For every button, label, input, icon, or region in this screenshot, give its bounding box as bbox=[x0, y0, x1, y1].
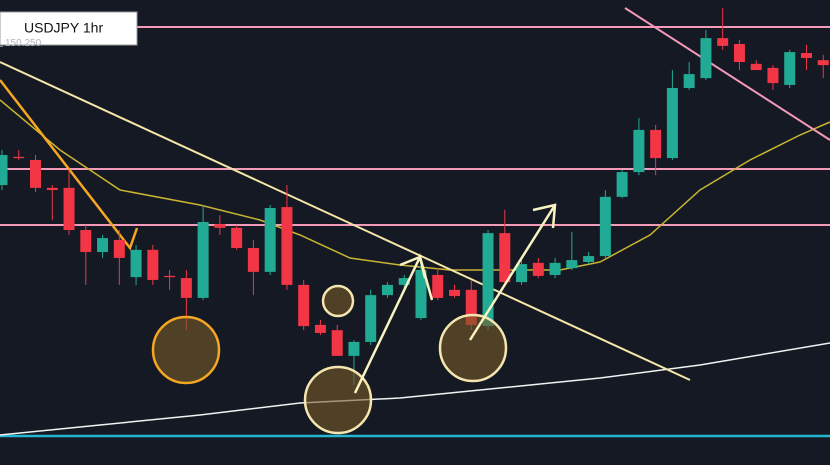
candle-body bbox=[415, 270, 427, 319]
candle-body bbox=[381, 284, 393, 296]
trend-line bbox=[0, 61, 691, 381]
annotation-circle bbox=[321, 284, 355, 318]
candle-body bbox=[532, 262, 544, 276]
candle-body bbox=[281, 207, 293, 285]
candle-body bbox=[80, 230, 92, 253]
candle-body bbox=[482, 233, 494, 327]
candle-body bbox=[633, 129, 645, 173]
candle-body bbox=[666, 88, 678, 159]
annotation-circle bbox=[151, 315, 221, 385]
annotation-circle bbox=[438, 313, 508, 383]
arrow-head bbox=[532, 203, 557, 229]
candle-body bbox=[717, 38, 729, 46]
candle-body bbox=[113, 239, 125, 258]
candle-body bbox=[314, 324, 326, 333]
candle-body bbox=[348, 341, 360, 356]
candle-body bbox=[147, 249, 159, 280]
trend-line bbox=[0, 79, 139, 251]
candle-body bbox=[180, 278, 192, 298]
annotation-circle bbox=[303, 365, 373, 435]
candle-body bbox=[13, 156, 25, 159]
arrow bbox=[468, 204, 557, 341]
candle-body bbox=[365, 295, 377, 342]
candle-body bbox=[599, 196, 611, 257]
candle-body bbox=[331, 330, 343, 356]
candle-body bbox=[0, 155, 8, 186]
candle-body bbox=[800, 53, 812, 58]
candle-body bbox=[97, 238, 109, 253]
candle-body bbox=[549, 262, 561, 275]
candle-body bbox=[63, 187, 75, 231]
candle-body bbox=[465, 289, 477, 325]
candle-body bbox=[616, 172, 628, 197]
candle-body bbox=[449, 289, 461, 297]
candle-body bbox=[750, 63, 762, 71]
candle-body bbox=[499, 233, 511, 283]
candle-body bbox=[683, 74, 695, 89]
candle-body bbox=[247, 248, 259, 272]
candle-body bbox=[46, 187, 58, 191]
candle-body bbox=[733, 44, 745, 62]
candles bbox=[0, 8, 829, 386]
candle-body bbox=[767, 67, 779, 84]
candle-body bbox=[214, 224, 226, 228]
candle-body bbox=[231, 227, 243, 248]
candle-body bbox=[432, 274, 444, 298]
candle-body bbox=[784, 52, 796, 85]
candle-body bbox=[583, 256, 595, 262]
candle-body bbox=[650, 129, 662, 159]
candle-body bbox=[817, 60, 829, 66]
arrows bbox=[353, 203, 557, 394]
candle-body bbox=[700, 38, 712, 79]
candle-body bbox=[197, 221, 209, 298]
candle-body bbox=[164, 275, 176, 278]
candle-body bbox=[566, 260, 578, 269]
trend-line bbox=[624, 7, 830, 141]
candle-body bbox=[398, 278, 410, 285]
y-tick-label: 150.250 bbox=[5, 38, 42, 49]
arrow-head bbox=[399, 255, 427, 279]
candle-body bbox=[516, 264, 528, 283]
candle-body bbox=[130, 249, 142, 278]
candle-body bbox=[264, 208, 276, 272]
candle-body bbox=[30, 159, 42, 188]
title-box bbox=[0, 11, 138, 46]
candle-body bbox=[298, 284, 310, 327]
chart-title: USDJPY 1hr bbox=[24, 20, 103, 36]
